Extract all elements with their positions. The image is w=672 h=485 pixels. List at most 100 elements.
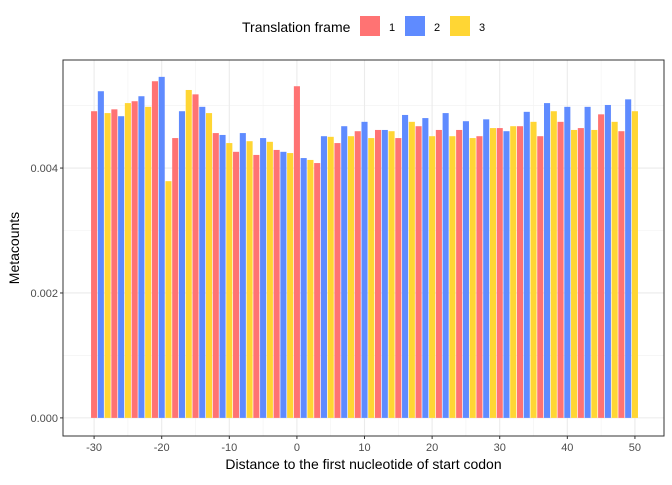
bar-frame-2 (402, 114, 409, 418)
bar-frame-2 (320, 136, 327, 418)
y-axis-title: Metacounts (6, 212, 22, 284)
bar-frame-3 (469, 138, 476, 418)
bar-frame-3 (226, 143, 233, 418)
bar-frame-2 (462, 121, 469, 418)
bar-frame-3 (287, 153, 294, 418)
bar-frame-2 (503, 131, 510, 418)
x-tick-label: -10 (221, 442, 237, 454)
bar-frame-2 (178, 111, 186, 418)
legend-key-2 (405, 16, 425, 36)
bar-frame-1 (314, 163, 321, 418)
panel-border (62, 59, 665, 437)
bar-frame-3 (165, 181, 172, 418)
x-tick-label: 30 (494, 442, 506, 454)
bar-frame-3 (307, 159, 314, 418)
axes: -30 -20 -10 0 10 20 30 40 50 0.000 0.002 0.004 (30, 163, 641, 454)
bar-frame-1 (557, 121, 564, 418)
bar-frame-3 (408, 121, 415, 418)
bar-frame-1 (212, 133, 219, 418)
bar-frame-3 (429, 136, 436, 418)
legend-key-3 (450, 16, 470, 36)
bar-frame-1 (374, 129, 382, 418)
bar-frame-1 (273, 149, 280, 418)
x-tick-label: 20 (426, 442, 438, 454)
bar-frame-2 (584, 106, 591, 418)
bar-frame-3 (246, 141, 253, 418)
legend-label-1: 1 (389, 22, 395, 34)
bar-frame-1 (435, 129, 442, 418)
x-tick-label: 40 (561, 442, 573, 454)
bars (91, 76, 638, 418)
bar-frame-2 (422, 118, 429, 418)
bar-frame-1 (151, 81, 158, 418)
bar-frame-2 (381, 129, 388, 418)
legend-key-1 (360, 16, 380, 36)
bar-frame-1 (415, 126, 422, 418)
bar-frame-1 (395, 138, 402, 418)
y-tick-label: 0.000 (30, 413, 58, 425)
bar-frame-1 (516, 126, 524, 418)
bar-frame-2 (341, 126, 348, 418)
bar-frame-3 (631, 111, 638, 418)
y-tick-label: 0.002 (30, 288, 58, 300)
bar-frame-3 (124, 103, 131, 418)
bar-frame-3 (489, 128, 497, 418)
bar-frame-3 (266, 141, 273, 418)
bar-frame-1 (111, 109, 118, 418)
bar-frame-2 (280, 151, 287, 418)
bar-frame-2 (239, 133, 246, 418)
x-tick-label: -30 (86, 442, 102, 454)
bar-frame-1 (598, 114, 605, 418)
bar-frame-3 (327, 136, 334, 418)
x-tick-label: 50 (629, 442, 641, 454)
legend-title: Translation frame (242, 19, 351, 35)
bar-frame-1 (293, 86, 300, 418)
bar-frame-2 (118, 116, 125, 418)
bar-frame-1 (233, 151, 240, 418)
x-tick-label: -20 (154, 442, 170, 454)
bar-frame-2 (361, 121, 368, 418)
bar-frame-2 (442, 113, 449, 418)
bar-frame-1 (253, 154, 260, 418)
bar-frame-2 (564, 106, 571, 418)
bar-frame-3 (185, 89, 192, 418)
x-tick-label: 10 (358, 442, 370, 454)
bar-frame-2 (523, 111, 530, 418)
bar-frame-2 (604, 104, 611, 418)
legend-label-3: 3 (479, 22, 485, 34)
bar-frame-3 (571, 129, 578, 418)
bar-frame-3 (591, 129, 598, 418)
legend-label-2: 2 (434, 22, 440, 34)
bar-frame-2 (199, 106, 206, 418)
bar-frame-3 (530, 121, 537, 418)
bar-frame-2 (260, 138, 267, 418)
bar-frame-3 (347, 136, 355, 418)
bar-frame-1 (354, 131, 361, 418)
bar-frame-2 (158, 76, 165, 418)
bar-frame-3 (205, 113, 213, 418)
y-tick-label: 0.004 (30, 163, 58, 175)
bar-frame-1 (192, 94, 199, 418)
x-tick-label: 0 (294, 442, 300, 454)
bar-frame-3 (145, 106, 152, 418)
bar-frame-2 (544, 103, 551, 418)
bar-frame-1 (537, 136, 544, 418)
bar-frame-3 (388, 131, 395, 418)
bar-frame-1 (618, 131, 625, 418)
legend: Translation frame 1 2 3 (242, 16, 485, 36)
bar-frame-2 (138, 96, 145, 418)
bar-frame-1 (91, 111, 98, 418)
bar-frame-1 (476, 136, 483, 418)
bar-frame-3 (368, 138, 375, 418)
bar-frame-1 (456, 129, 463, 418)
bar-frame-3 (449, 136, 456, 418)
bar-frame-1 (131, 101, 138, 418)
bar-frame-2 (483, 119, 490, 418)
bar-frame-3 (550, 111, 557, 418)
bar-frame-2 (625, 99, 632, 418)
bar-frame-3 (104, 113, 111, 418)
bar-frame-2 (219, 134, 226, 418)
bar-frame-2 (97, 91, 104, 418)
bar-frame-1 (577, 128, 584, 418)
